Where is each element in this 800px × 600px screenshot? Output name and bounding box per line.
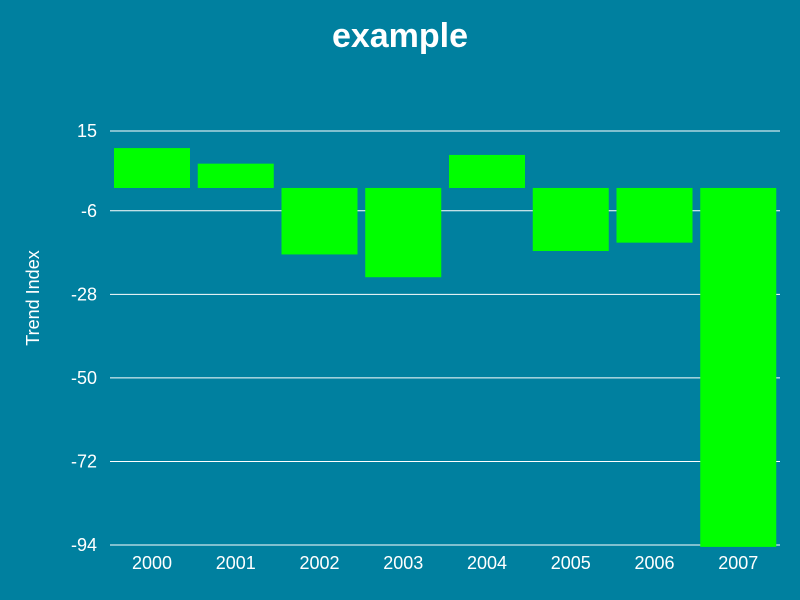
x-tick-label: 2002 — [299, 553, 339, 573]
y-axis-ticks: 15 -6 -28 -50 -72 -94 — [71, 121, 97, 555]
bars — [114, 148, 777, 547]
y-axis-label: Trend Index — [23, 250, 43, 345]
x-tick-label: 2007 — [718, 553, 758, 573]
bar-2007 — [700, 187, 777, 547]
y-tick-label: 15 — [77, 121, 97, 141]
y-tick-label: -94 — [71, 535, 97, 555]
x-tick-label: 2005 — [551, 553, 591, 573]
bar-2001 — [197, 163, 274, 188]
y-tick-label: -28 — [71, 284, 97, 304]
x-tick-label: 2000 — [132, 553, 172, 573]
y-tick-label: -50 — [71, 368, 97, 388]
bar-2000 — [114, 148, 190, 188]
gridlines — [110, 130, 780, 546]
x-tick-label: 2004 — [467, 553, 507, 573]
bar-2002 — [281, 187, 358, 255]
chart-title: example — [332, 17, 468, 55]
bar-2005 — [532, 187, 609, 252]
y-tick-label: -6 — [81, 201, 97, 221]
x-axis-ticks: 2000 2001 2002 2003 2004 2005 2006 2007 — [132, 553, 758, 573]
y-tick-label: -72 — [71, 451, 97, 471]
x-tick-label: 2003 — [383, 553, 423, 573]
x-tick-label: 2006 — [634, 553, 674, 573]
bar-2004 — [449, 154, 525, 188]
bar-2003 — [365, 187, 442, 278]
bar-2006 — [616, 187, 693, 243]
x-tick-label: 2001 — [216, 553, 256, 573]
